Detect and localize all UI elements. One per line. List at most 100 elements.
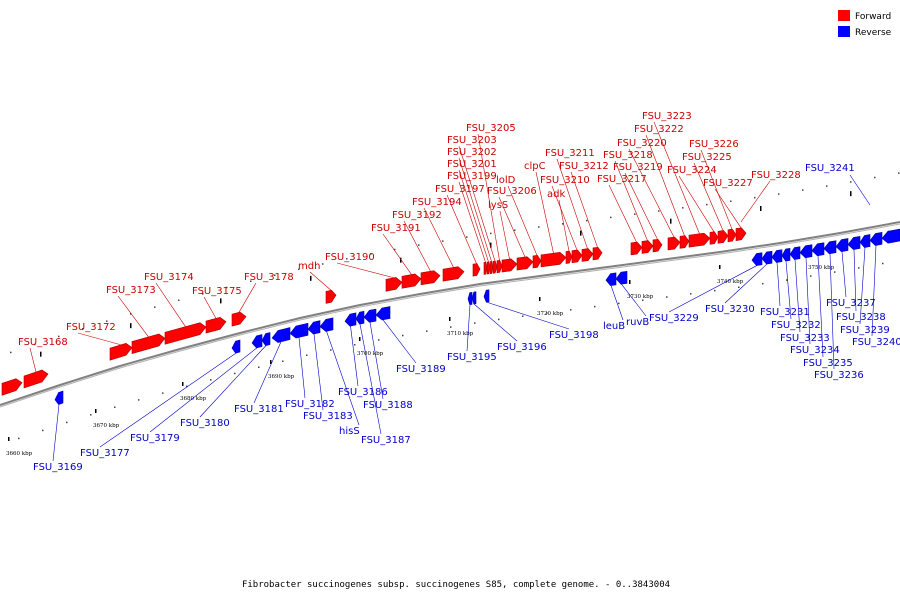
label-leader: [313, 333, 324, 411]
gene-arrow-unlabeled[interactable]: [1, 378, 23, 396]
scale-dot: [394, 248, 396, 251]
gene-arrow-FSU_3232[interactable]: [781, 247, 791, 262]
gene-label-forward: FSU_3206: [487, 186, 537, 197]
gene-arrow-FSU_3229[interactable]: [751, 252, 763, 266]
gene-arrow-FSU_3175[interactable]: [205, 317, 227, 334]
gene-arrow-FSU_3239[interactable]: [859, 234, 871, 248]
gene-arrow-FSU_3219[interactable]: [652, 238, 663, 253]
gene-arrow-ruvB[interactable]: [615, 271, 628, 285]
gene-arrow-FSU_3189[interactable]: [375, 306, 391, 321]
gene-arrow-FSU_3222[interactable]: [679, 235, 690, 249]
label-leader: [77, 332, 122, 346]
gene-arrow-FSU_3237[interactable]: [835, 238, 849, 252]
scale-tick-mark: [270, 360, 272, 364]
gene-arrow-FSU_3217[interactable]: [630, 241, 643, 256]
gene-label-forward: FSU_3219: [613, 162, 663, 173]
label-leader: [507, 185, 538, 256]
gene-arrow-FSU_3201[interactable]: [486, 261, 491, 275]
gene-arrow-FSU_3236[interactable]: [823, 240, 837, 255]
gene-arrow-FSU_3190[interactable]: [385, 277, 403, 292]
label-leader: [458, 169, 489, 262]
gene-arrow-FSU_3223[interactable]: [688, 232, 711, 248]
gene-arrow-FSU_3181[interactable]: [271, 327, 291, 343]
gene-arrow-FSU_3187[interactable]: [355, 310, 365, 325]
gene-arrow-FSU_3177[interactable]: [231, 339, 241, 354]
gene-arrow-FSU_3203[interactable]: [492, 260, 498, 274]
gene-arrow-FSU_3178[interactable]: [231, 311, 247, 327]
gene-label-forward: FSU_3222: [634, 124, 684, 135]
gene-arrow-FSU_3233[interactable]: [789, 246, 801, 260]
gene-arrow-lysS[interactable]: [501, 258, 518, 273]
gene-arrow-FSU_3234[interactable]: [799, 244, 813, 259]
gene-arrow-FSU_3174[interactable]: [164, 322, 207, 345]
gene-arrow-FSU_3220[interactable]: [667, 236, 681, 251]
label-leader: [326, 331, 360, 426]
gene-arrow-FSU_3227[interactable]: [735, 227, 747, 241]
gene-arrow-FSU_3168[interactable]: [23, 369, 49, 389]
gene-label-reverse: FSU_3196: [497, 342, 547, 353]
gene-arrow-clpC[interactable]: [540, 252, 567, 268]
gene-arrow-FSU_3235[interactable]: [811, 242, 825, 257]
label-leader: [253, 341, 282, 404]
gene-arrow-FSU_3173[interactable]: [131, 333, 166, 354]
scale-dot: [402, 334, 404, 337]
gene-arrow-FSU_3210[interactable]: [571, 249, 583, 264]
gene-label-reverse: FSU_3181: [234, 404, 284, 415]
label-leader: [458, 145, 496, 262]
gene-arrow-FSU_3211[interactable]: [581, 248, 594, 262]
gene-arrow-FSU_3183[interactable]: [307, 320, 321, 335]
gene-arrow-hisS[interactable]: [319, 317, 334, 332]
scale-dot: [274, 274, 276, 276]
gene-arrow-FSU_3206[interactable]: [516, 256, 534, 271]
gene-arrow-FSU_3172[interactable]: [109, 342, 133, 361]
gene-label-reverse: FSU_3237: [826, 298, 876, 309]
gene-label-reverse: hisS: [339, 426, 360, 437]
label-leader: [350, 326, 359, 387]
label-leader: [714, 188, 742, 229]
gene-arrow-FSU_3238[interactable]: [847, 235, 861, 250]
gene-label-reverse: FSU_3188: [363, 400, 413, 411]
gene-arrow-leuB[interactable]: [605, 272, 617, 286]
gene-arrow-FSU_3180[interactable]: [261, 332, 271, 346]
gene-arrow-FSU_3202[interactable]: [489, 261, 494, 275]
gene-arrow-FSU_3240[interactable]: [869, 231, 883, 246]
gene-arrow-FSU_3195[interactable]: [467, 291, 473, 306]
gene-arrow-FSU_3186[interactable]: [344, 312, 357, 327]
gene-arrow-FSU_3230[interactable]: [761, 250, 773, 265]
label-leader: [624, 172, 658, 240]
gene-arrow-FSU_3241[interactable]: [881, 228, 900, 244]
gene-arrow-FSU_3169[interactable]: [54, 390, 64, 405]
label-leader: [458, 181, 486, 263]
gene-arrow-FSU_3205[interactable]: [496, 260, 503, 274]
gene-arrow-FSU_3194[interactable]: [442, 266, 465, 282]
gene-arrow-FSU_3179[interactable]: [251, 334, 263, 349]
scale-dot: [58, 335, 60, 338]
label-leader: [477, 133, 500, 261]
gene-arrow-FSU_3224[interactable]: [709, 231, 719, 245]
gene-arrow-FSU_3218[interactable]: [641, 240, 654, 254]
gene-arrow-adk[interactable]: [565, 250, 573, 264]
label-leader: [628, 148, 675, 238]
scale-dot: [322, 263, 324, 265]
scale-dot: [714, 289, 716, 292]
gene-arrow-FSU_3226[interactable]: [727, 228, 737, 243]
gene-arrow-FSU_3197[interactable]: [472, 263, 481, 277]
gene-arrow-mdh[interactable]: [325, 289, 337, 304]
gene-arrow-FSU_3188[interactable]: [363, 308, 377, 323]
gene-label-forward: FSU_3174: [144, 272, 194, 283]
gene-arrow-FSU_3182[interactable]: [289, 322, 309, 339]
gene-label-forward: FSU_3217: [597, 174, 647, 185]
gene-arrow-FSU_3225[interactable]: [717, 230, 729, 244]
gene-arrow-FSU_3212[interactable]: [592, 246, 603, 261]
gene-label-reverse: FSU_3230: [705, 304, 755, 315]
gene-arrow-FSU_3198[interactable]: [483, 289, 490, 303]
scale-dot: [594, 305, 596, 308]
gene-arrow-FSU_3199[interactable]: [483, 261, 488, 275]
gene-arrow-FSU_3231[interactable]: [771, 249, 783, 263]
gene-label-forward: FSU_3173: [106, 285, 156, 296]
gene-arrow-FSU_3192[interactable]: [420, 270, 441, 286]
scale-dot: [426, 330, 428, 332]
gene-arrow-lolD[interactable]: [532, 255, 542, 269]
gene-arrow-FSU_3196[interactable]: [471, 291, 477, 305]
gene-arrow-FSU_3191[interactable]: [401, 273, 422, 289]
